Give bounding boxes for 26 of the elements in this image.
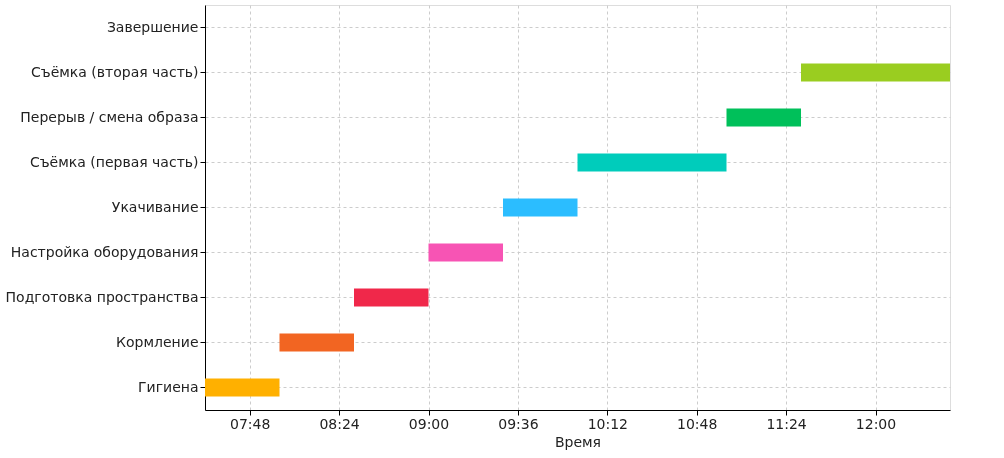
bar bbox=[801, 63, 950, 82]
x-tick-label: 10:12 bbox=[587, 415, 628, 432]
bar bbox=[205, 378, 280, 397]
bar bbox=[354, 288, 429, 307]
x-tick-label: 07:48 bbox=[230, 415, 271, 432]
x-tick-label: 11:24 bbox=[766, 415, 807, 432]
y-tick-label: Кормление bbox=[116, 333, 199, 350]
y-tick-label: Подготовка пространства bbox=[5, 288, 199, 305]
bar bbox=[503, 198, 578, 217]
bar bbox=[428, 243, 503, 262]
x-tick-label: 08:24 bbox=[319, 415, 360, 432]
x-tick-label: 09:36 bbox=[498, 415, 539, 432]
x-tick-label: 10:48 bbox=[677, 415, 718, 432]
y-tick-label: Настройка оборудования bbox=[10, 243, 199, 260]
y-tick-label: Завершение bbox=[106, 18, 199, 35]
bar bbox=[279, 333, 354, 352]
y-tick-label: Перерыв / смена образа bbox=[20, 108, 199, 125]
y-tick-label: Съёмка (вторая часть) bbox=[30, 63, 199, 80]
y-tick-label: Укачивание bbox=[111, 198, 199, 215]
y-tick-label: Гигиена bbox=[138, 378, 199, 395]
y-tick-label: Съёмка (первая часть) bbox=[29, 153, 199, 170]
x-tick-label: 09:00 bbox=[408, 415, 450, 432]
bar bbox=[577, 153, 727, 172]
x-tick-label: 12:00 bbox=[855, 415, 897, 432]
x-axis-title: Время bbox=[554, 433, 602, 450]
bar bbox=[726, 108, 801, 127]
